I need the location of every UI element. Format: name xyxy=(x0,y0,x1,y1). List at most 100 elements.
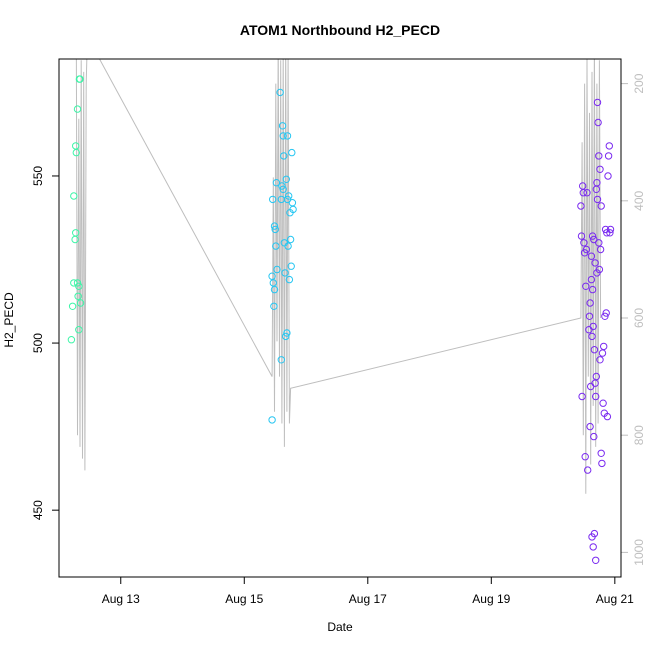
data-point xyxy=(272,179,281,187)
data-point xyxy=(271,225,279,234)
data-point xyxy=(282,175,290,184)
data-point xyxy=(606,229,614,237)
data-point xyxy=(596,245,605,254)
data-point xyxy=(278,182,286,190)
data-point xyxy=(579,189,587,197)
data-point xyxy=(287,262,295,270)
data-point xyxy=(282,332,290,341)
secondary-series-line xyxy=(75,59,602,494)
data-point xyxy=(72,148,81,157)
x-tick-label: Aug 17 xyxy=(349,592,387,606)
data-point xyxy=(281,269,289,277)
data-point xyxy=(593,195,602,204)
data-point xyxy=(288,148,296,157)
data-point xyxy=(76,75,84,83)
data-point xyxy=(70,192,78,200)
y2-tick-label: 1000 xyxy=(632,539,646,566)
data-point xyxy=(588,285,597,294)
data-point xyxy=(582,282,590,290)
data-point xyxy=(75,282,83,290)
data-point xyxy=(592,392,600,401)
y2-tick-label: 600 xyxy=(632,308,646,328)
data-point xyxy=(597,449,605,457)
data-point xyxy=(580,239,588,247)
data-point xyxy=(598,349,607,357)
y-tick-label: 450 xyxy=(31,500,45,520)
data-point xyxy=(590,432,598,441)
data-point xyxy=(270,222,279,230)
data-point xyxy=(589,543,597,551)
data-point xyxy=(589,322,597,331)
data-point xyxy=(592,372,600,381)
data-point xyxy=(285,275,294,284)
data-point xyxy=(591,379,599,387)
data-point xyxy=(606,225,615,234)
data-point xyxy=(596,356,604,364)
x-tick-label: Aug 13 xyxy=(102,592,140,606)
data-point xyxy=(602,309,610,317)
data-point xyxy=(593,98,602,107)
data-point xyxy=(578,392,586,401)
data-point xyxy=(279,132,287,140)
x-tick-label: Aug 19 xyxy=(472,592,510,606)
data-point xyxy=(75,326,83,334)
data-point xyxy=(270,285,279,294)
data-point xyxy=(598,459,606,468)
data-point xyxy=(599,399,607,407)
data-point xyxy=(280,152,288,160)
data-point xyxy=(279,185,287,194)
data-point xyxy=(68,302,77,310)
secondary-line-layer xyxy=(75,59,602,494)
y-tick-label: 500 xyxy=(31,333,45,353)
data-point xyxy=(283,195,292,204)
data-point xyxy=(594,118,602,127)
data-point xyxy=(73,105,82,113)
data-point xyxy=(584,466,592,474)
data-point xyxy=(273,265,281,274)
data-point xyxy=(277,356,285,364)
data-point xyxy=(70,279,78,287)
data-point xyxy=(269,195,277,204)
data-point xyxy=(582,245,591,254)
data-point xyxy=(270,302,278,310)
data-point xyxy=(73,279,82,287)
data-point xyxy=(76,299,85,307)
data-point xyxy=(586,299,594,307)
data-point xyxy=(283,329,291,337)
data-point xyxy=(577,232,586,240)
data-point xyxy=(595,152,603,160)
data-point xyxy=(601,312,609,320)
data-point xyxy=(284,242,292,250)
data-point xyxy=(286,235,295,244)
data-point xyxy=(289,205,297,214)
data-point xyxy=(586,422,594,431)
data-point xyxy=(604,152,613,160)
data-point xyxy=(587,252,596,260)
data-point xyxy=(587,275,596,284)
axes-layer: Aug 13 Aug 15 Aug 17 Aug 19 Aug 21 450 500 550 2… xyxy=(31,73,646,606)
data-point xyxy=(283,132,292,140)
y2-tick-label: 800 xyxy=(632,425,646,445)
data-point xyxy=(592,185,600,194)
chart-title: ATOM1 Northbound H2_PECD xyxy=(240,22,440,38)
data-point xyxy=(588,232,597,240)
data-point xyxy=(604,172,612,180)
data-point xyxy=(603,412,612,421)
y2-tick-label: 400 xyxy=(632,190,646,210)
data-point xyxy=(581,453,589,461)
y-axis-label: H2_PECD xyxy=(2,292,16,348)
data-point xyxy=(590,235,598,244)
data-point xyxy=(595,265,604,274)
data-point xyxy=(278,122,287,130)
data-point xyxy=(592,556,600,564)
data-point xyxy=(590,529,599,538)
data-point xyxy=(590,346,599,354)
data-point xyxy=(583,189,591,197)
data-point xyxy=(269,279,277,287)
x-tick-label: Aug 21 xyxy=(596,592,634,606)
data-point xyxy=(272,242,280,250)
x-axis-label: Date xyxy=(327,620,353,634)
y2-tick-label: 200 xyxy=(632,73,646,93)
